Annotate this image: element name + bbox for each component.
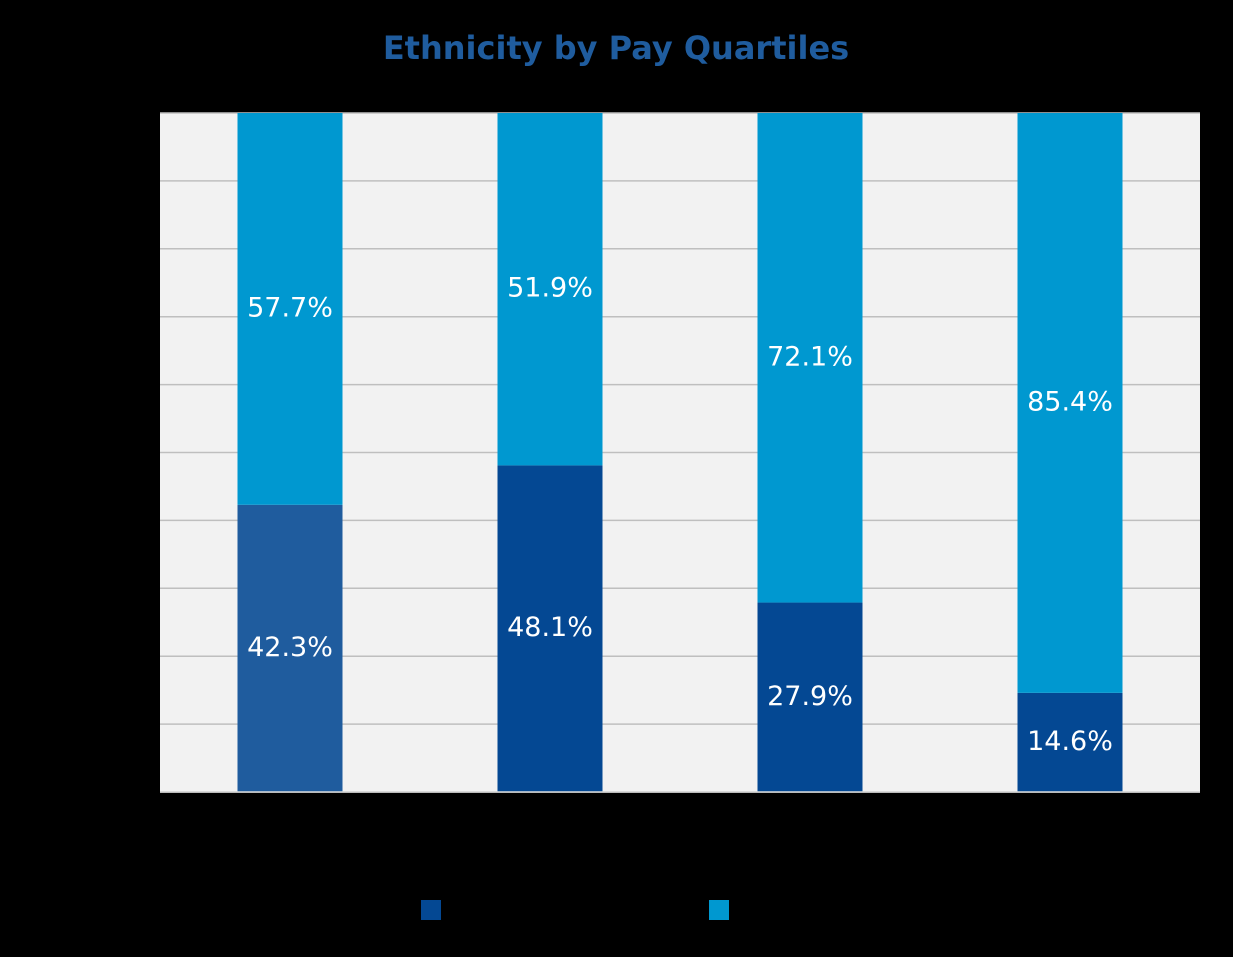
bar-segment <box>757 602 863 792</box>
data-label: 48.1% <box>507 612 593 643</box>
bar-segment <box>757 113 863 603</box>
y-tick-label: 90 <box>125 167 150 191</box>
bar-segment <box>497 465 603 792</box>
bar-segment <box>1017 692 1123 792</box>
legend-marker <box>421 900 441 920</box>
bar-segment <box>237 113 343 505</box>
data-label: 57.7% <box>247 292 333 323</box>
y-tick-label: 30 <box>125 575 150 599</box>
y-tick-label: 10 <box>125 711 150 735</box>
data-label: 42.3% <box>247 632 333 663</box>
y-tick-label: 40 <box>125 507 150 531</box>
y-tick-label: 100 <box>112 100 150 124</box>
data-label: 51.9% <box>507 273 593 304</box>
bar-segment <box>237 504 343 792</box>
bar-segment <box>497 113 603 466</box>
y-tick-label: 80 <box>125 235 150 259</box>
bar-segment <box>1017 113 1123 693</box>
y-tick-label: 20 <box>125 643 150 667</box>
y-tick-label: 60 <box>125 371 150 395</box>
y-tick-label: 50 <box>125 439 150 463</box>
y-tick-label: 70 <box>125 303 150 327</box>
data-label: 85.4% <box>1027 386 1113 417</box>
chart-title: Ethnicity by Pay Quartiles <box>383 29 849 67</box>
data-label: 14.6% <box>1027 726 1113 757</box>
y-tick-label: 0 <box>137 779 150 803</box>
data-label: 27.9% <box>767 681 853 712</box>
data-label: 72.1% <box>767 341 853 372</box>
legend-marker <box>709 900 729 920</box>
